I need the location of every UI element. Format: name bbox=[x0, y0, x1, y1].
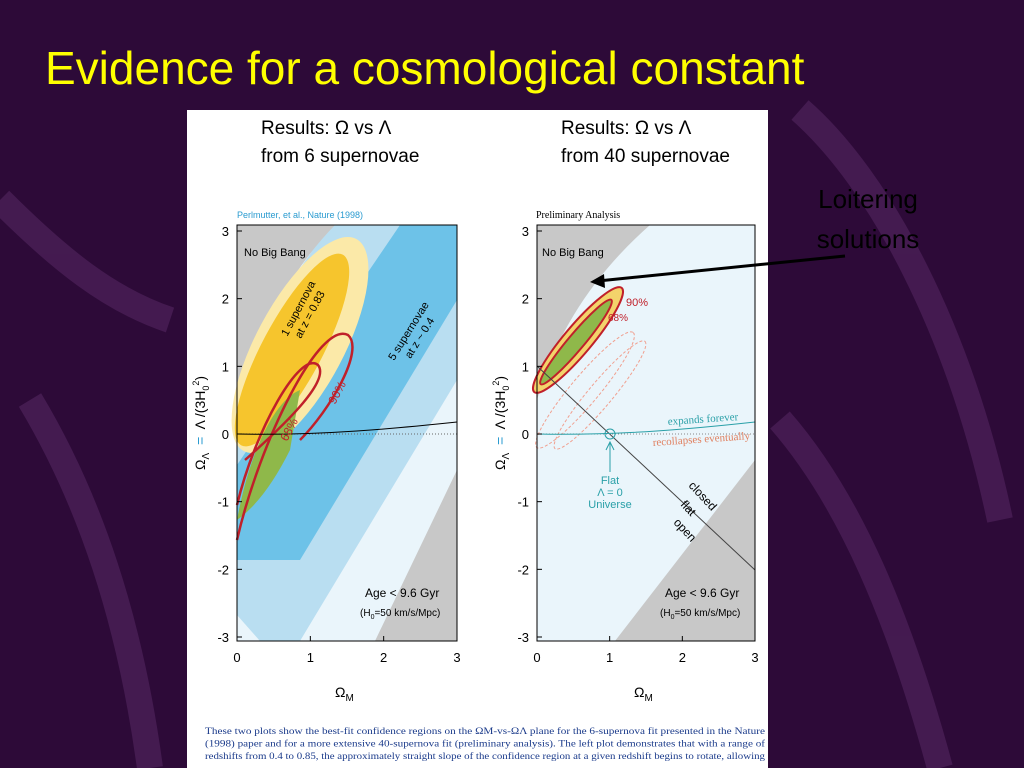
arrow bbox=[605, 440, 615, 472]
x-tick-label: 0 bbox=[233, 650, 240, 665]
caption: These two plots show the best-fit confid… bbox=[205, 726, 766, 762]
y-tick-label: -2 bbox=[517, 562, 529, 577]
annotation-arrow bbox=[597, 254, 846, 283]
flat-label: Universe bbox=[588, 499, 631, 511]
x-axis-label: ΩM bbox=[634, 684, 653, 704]
heading: from 6 supernovae bbox=[261, 146, 419, 167]
contour bbox=[234, 253, 350, 447]
annotation: solutions bbox=[817, 224, 920, 254]
level-label: 68% bbox=[608, 313, 628, 324]
y-tick-label: 3 bbox=[522, 224, 529, 239]
flat-label: Λ = 0 bbox=[597, 487, 622, 499]
no-big-bang-region bbox=[537, 225, 650, 400]
contour-68 bbox=[539, 298, 613, 386]
flat-marker bbox=[604, 428, 616, 440]
expansion-line bbox=[536, 421, 756, 435]
decoration bbox=[0, 100, 1013, 768]
heading: Results: Ω vs Λ bbox=[561, 118, 692, 139]
annotation: Loitering bbox=[818, 184, 918, 214]
caption-line: (1998) paper and for a more extensive 40… bbox=[205, 739, 766, 750]
contour-68 bbox=[235, 361, 322, 506]
y-tick-label: -2 bbox=[217, 562, 229, 577]
contour bbox=[553, 340, 647, 450]
frame bbox=[236, 224, 458, 642]
expansion-line bbox=[236, 421, 458, 435]
region-label: No Big Bang bbox=[542, 247, 604, 259]
age-region bbox=[375, 470, 457, 641]
age-region bbox=[615, 460, 755, 641]
heading: from 40 supernovae bbox=[561, 146, 730, 167]
x-tick-label: 3 bbox=[453, 650, 460, 665]
x-tick-label: 2 bbox=[380, 650, 387, 665]
right-plot: No Big Bang 90% 68% expands forever reco… bbox=[531, 224, 756, 642]
no-big-bang-region bbox=[237, 225, 335, 420]
y-tick-label: 1 bbox=[222, 359, 229, 374]
expand-label: expands forever bbox=[667, 411, 739, 428]
level-label: 90% bbox=[626, 297, 648, 309]
frame bbox=[536, 224, 756, 642]
left-plot: No Big Bang 1 supernova at z = 0.83 5 su… bbox=[231, 224, 458, 642]
heading: Results: Ω vs Λ bbox=[261, 118, 392, 139]
caption-line: redshifts from 0.4 to 0.85, the approxim… bbox=[205, 751, 765, 762]
flat-line bbox=[536, 365, 756, 571]
y-tick-label: 2 bbox=[522, 292, 529, 307]
caption-line: These two plots show the best-fit confid… bbox=[205, 726, 765, 737]
flat-label: Flat bbox=[601, 475, 619, 487]
hubble-label: (H0=50 km/s/Mpc) bbox=[660, 608, 740, 621]
y-tick-label: 3 bbox=[222, 224, 229, 239]
y-tick-label: 2 bbox=[222, 292, 229, 307]
region-label: No Big Bang bbox=[244, 247, 306, 259]
y-axis-label: ΩΛ= Λ /(3H02) bbox=[491, 376, 512, 470]
y-tick-label: 0 bbox=[522, 427, 529, 442]
x-tick-label: 0 bbox=[533, 650, 540, 665]
age-label: Age < 9.6 Gyr bbox=[665, 586, 739, 600]
x-axis-label: ΩM bbox=[335, 684, 354, 704]
source: Perlmutter, et al., Nature (1998) bbox=[237, 210, 363, 220]
x-tick-label: 1 bbox=[307, 650, 314, 665]
y-tick-label: -3 bbox=[517, 630, 529, 645]
x-tick-label: 1 bbox=[606, 650, 613, 665]
title: Evidence for a cosmological constant bbox=[45, 42, 805, 94]
x-tick-label: 2 bbox=[679, 650, 686, 665]
source: Preliminary Analysis bbox=[536, 210, 620, 221]
annotation-arrowhead bbox=[590, 274, 605, 288]
y-tick-label: -1 bbox=[517, 495, 529, 510]
age-label: Age < 9.6 Gyr bbox=[365, 586, 439, 600]
y-tick-label: -1 bbox=[217, 495, 229, 510]
hubble-label: (H0=50 km/s/Mpc) bbox=[360, 608, 440, 621]
x-tick-label: 3 bbox=[751, 650, 758, 665]
y-tick-label: 1 bbox=[522, 359, 529, 374]
contour-90 bbox=[235, 332, 354, 541]
y-tick-label: -3 bbox=[217, 630, 229, 645]
band bbox=[237, 225, 457, 560]
y-axis-label: ΩΛ= Λ /(3H02) bbox=[191, 376, 212, 470]
y-tick-label: 0 bbox=[222, 427, 229, 442]
